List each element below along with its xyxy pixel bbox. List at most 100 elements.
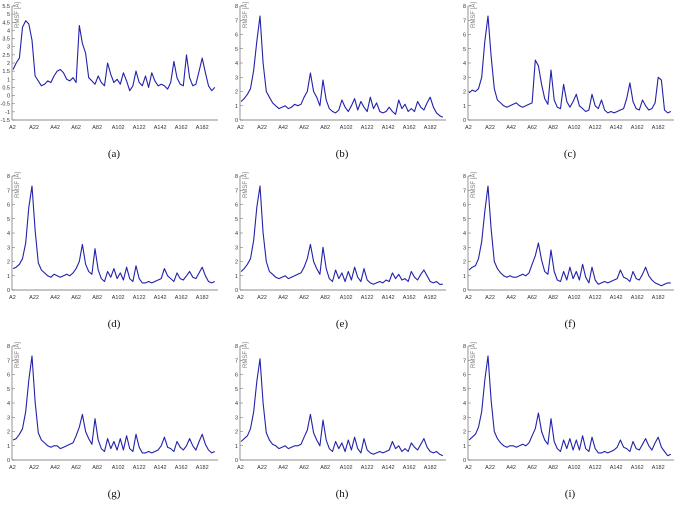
y-tick-label: 3.5 bbox=[2, 37, 10, 43]
x-tick-label: A2 bbox=[237, 295, 244, 301]
x-tick-label: A82 bbox=[548, 295, 558, 301]
x-tick-label: A142 bbox=[154, 465, 167, 471]
x-tick-label: A42 bbox=[50, 125, 60, 131]
y-tick-label: 0.5 bbox=[2, 85, 10, 91]
y-tick-label: 7 bbox=[7, 358, 10, 364]
x-tick-label: A42 bbox=[278, 125, 288, 131]
x-tick-label: A82 bbox=[548, 125, 558, 131]
x-tick-label: A122 bbox=[133, 465, 146, 471]
x-tick-label: A182 bbox=[652, 295, 665, 301]
x-tick-label: A82 bbox=[92, 465, 102, 471]
x-tick-label: A2 bbox=[465, 295, 472, 301]
x-tick-label: A22 bbox=[257, 125, 267, 131]
rmsf-chart: -1.5 -1 -0.5 0 0.5 1 1.5 2 2.5 3 3.5 4 4.5 5 5.5 RMSF [… bbox=[1, 2, 218, 131]
y-tick-label: 3 bbox=[463, 415, 466, 421]
x-tick-label: A142 bbox=[610, 465, 623, 471]
rmsf-chart: 0 1 2 3 4 5 6 7 8 RMSF [Å] A2 A22 A42 A62 A82 A102 A122 A… bbox=[235, 342, 446, 471]
y-tick-label: 7 bbox=[463, 358, 466, 364]
y-tick-label: 6 bbox=[463, 373, 466, 379]
x-tick-label: A122 bbox=[589, 125, 602, 131]
x-tick-label: A162 bbox=[631, 295, 644, 301]
y-tick-label: 8 bbox=[235, 344, 238, 350]
x-tick-label: A42 bbox=[278, 295, 288, 301]
x-tick-label: A142 bbox=[154, 295, 167, 301]
y-tick-label: 5 bbox=[463, 217, 466, 223]
x-tick-label: A22 bbox=[257, 295, 267, 301]
x-tick-label: A102 bbox=[340, 125, 353, 131]
y-tick-label: 5 bbox=[235, 47, 238, 53]
x-tick-label: A2 bbox=[465, 125, 472, 131]
x-tick-label: A162 bbox=[175, 465, 188, 471]
y-tick-label: 2 bbox=[235, 430, 238, 436]
x-tick-label: A142 bbox=[610, 125, 623, 131]
x-tick-label: A2 bbox=[465, 465, 472, 471]
y-tick-label: 3 bbox=[463, 245, 466, 251]
x-tick-label: A102 bbox=[568, 465, 581, 471]
rmsf-series-line bbox=[12, 185, 216, 284]
x-tick-label: A182 bbox=[196, 295, 209, 301]
y-tick-label: 5.5 bbox=[2, 4, 10, 10]
y-tick-label: 2 bbox=[235, 260, 238, 266]
x-tick-label: A82 bbox=[320, 465, 330, 471]
x-tick-label: A82 bbox=[320, 295, 330, 301]
rmsf-series-line bbox=[12, 20, 216, 92]
y-tick-label: 3 bbox=[235, 415, 238, 421]
y-tick-label: 3 bbox=[235, 245, 238, 251]
y-tick-label: 1 bbox=[235, 104, 238, 110]
rmsf-panel: 0 1 2 3 4 5 6 7 8 RMSF [Å] A2 A22 A42 A62 A82 A102 A122 A… bbox=[228, 170, 456, 338]
rmsf-panel: 0 1 2 3 4 5 6 7 8 RMSF [Å] A2 A22 A42 A62 A82 A102 A122 A… bbox=[456, 170, 684, 338]
x-tick-label: A102 bbox=[340, 295, 353, 301]
x-tick-label: A122 bbox=[589, 295, 602, 301]
y-tick-label: -1.5 bbox=[1, 118, 10, 124]
y-tick-label: 4 bbox=[7, 401, 10, 407]
y-tick-label: 0 bbox=[463, 458, 466, 464]
y-tick-label: 0 bbox=[235, 458, 238, 464]
y-tick-label: 1 bbox=[7, 274, 10, 280]
y-tick-label: 3 bbox=[7, 415, 10, 421]
rmsf-chart: 0 1 2 3 4 5 6 7 8 RMSF [Å] A2 A22 A42 A62 A82 A102 A122 A… bbox=[235, 2, 446, 131]
y-tick-label: 2.5 bbox=[2, 53, 10, 59]
x-tick-label: A42 bbox=[50, 295, 60, 301]
y-tick-label: -1 bbox=[5, 110, 10, 116]
y-tick-label: 4.5 bbox=[2, 20, 10, 26]
y-tick-label: 0 bbox=[235, 118, 238, 124]
rmsf-panel: -1.5 -1 -0.5 0 0.5 1 1.5 2 2.5 3 3.5 4 4.5 5 5.5 RMSF [… bbox=[0, 0, 228, 168]
y-tick-label: 2 bbox=[235, 90, 238, 96]
panel-caption: (h) bbox=[335, 488, 349, 500]
x-tick-label: A102 bbox=[568, 125, 581, 131]
y-tick-label: 0 bbox=[7, 94, 10, 100]
y-axis-label: RMSF [Å] bbox=[470, 172, 477, 198]
y-tick-label: 8 bbox=[235, 174, 238, 180]
y-axis-label: RMSF [Å] bbox=[242, 342, 249, 368]
y-tick-label: 7 bbox=[463, 188, 466, 194]
x-tick-label: A162 bbox=[175, 125, 188, 131]
x-tick-label: A2 bbox=[237, 465, 244, 471]
x-tick-label: A102 bbox=[568, 295, 581, 301]
x-tick-label: A82 bbox=[548, 465, 558, 471]
y-tick-label: 6 bbox=[7, 373, 10, 379]
y-axis-label: RMSF [Å] bbox=[242, 2, 249, 28]
y-tick-label: 1 bbox=[235, 274, 238, 280]
y-tick-label: 3 bbox=[463, 75, 466, 81]
y-axis-label: RMSF [Å] bbox=[14, 172, 21, 198]
y-tick-label: 2 bbox=[7, 61, 10, 67]
y-axis-label: RMSF [Å] bbox=[242, 172, 249, 198]
panel-caption: (f) bbox=[564, 318, 576, 330]
y-tick-label: 3 bbox=[7, 45, 10, 51]
y-tick-label: 8 bbox=[463, 4, 466, 10]
y-tick-label: 5 bbox=[7, 217, 10, 223]
x-tick-label: A82 bbox=[92, 125, 102, 131]
x-tick-label: A102 bbox=[340, 465, 353, 471]
rmsf-panel: 0 1 2 3 4 5 6 7 8 RMSF [Å] A2 A22 A42 A62 A82 A102 A122 A… bbox=[456, 340, 684, 508]
x-tick-label: A182 bbox=[424, 295, 437, 301]
y-tick-label: 1.5 bbox=[2, 69, 10, 75]
x-tick-label: A22 bbox=[29, 125, 39, 131]
y-tick-label: 8 bbox=[235, 4, 238, 10]
y-tick-label: 2 bbox=[7, 260, 10, 266]
x-tick-label: A122 bbox=[361, 295, 374, 301]
y-tick-label: 6 bbox=[235, 33, 238, 39]
x-tick-label: A182 bbox=[424, 465, 437, 471]
panel-caption: (a) bbox=[107, 148, 121, 160]
panel-caption: (d) bbox=[107, 318, 121, 330]
x-tick-label: A2 bbox=[9, 125, 16, 131]
